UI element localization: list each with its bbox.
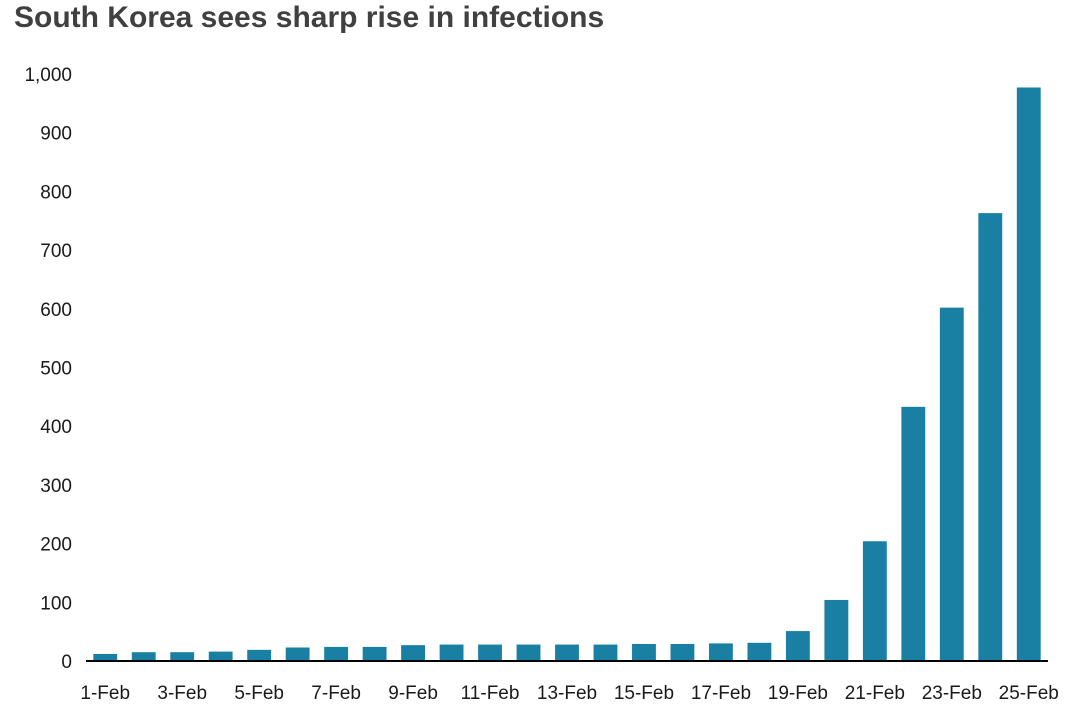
x-tick-label: 5-Feb — [234, 683, 284, 704]
y-tick-label: 800 — [40, 182, 72, 203]
x-tick-label: 17-Feb — [691, 683, 751, 704]
y-tick-label: 500 — [40, 359, 72, 380]
y-tick-label: 700 — [40, 241, 72, 262]
bar-11-feb — [478, 644, 502, 661]
bar-9-feb — [401, 645, 426, 661]
bar-12-feb — [516, 644, 541, 661]
bar-7-feb — [324, 646, 349, 661]
y-tick-label: 100 — [40, 593, 72, 614]
bar-5-feb — [247, 649, 272, 661]
x-tick-label: 1-Feb — [80, 683, 130, 704]
bar-15-feb — [632, 643, 656, 661]
bar-3-feb — [170, 652, 195, 661]
bar-6-feb — [285, 647, 310, 661]
bar-8-feb — [362, 646, 387, 661]
bar-16-feb — [670, 643, 695, 661]
bar-22-feb — [901, 406, 926, 661]
y-axis-tick-labels: 0 100 200 300 400 500 600 700 800 900 1,000 — [24, 65, 72, 673]
bar-19-feb — [785, 631, 810, 661]
x-tick-label: 9-Feb — [388, 683, 438, 704]
bar-24-feb — [978, 213, 1003, 661]
x-tick-label: 25-Feb — [999, 683, 1059, 704]
bars — [93, 87, 1041, 661]
bar-13-feb — [555, 644, 579, 661]
y-tick-label: 0 — [61, 652, 72, 673]
bar-2-feb — [131, 652, 156, 661]
x-axis-tick-labels: 1-Feb 3-Feb 5-Feb 7-Feb 9-Feb 11-Feb 13-Feb 15-… — [80, 683, 1058, 704]
y-tick-label: 300 — [40, 476, 72, 497]
bar-14-feb — [593, 644, 618, 661]
bar-10-feb — [439, 644, 464, 661]
bar-4-feb — [208, 651, 233, 661]
chart-title: South Korea sees sharp rise in infection… — [14, 1, 605, 34]
x-tick-label: 11-Feb — [461, 683, 520, 704]
bar-21-feb — [862, 541, 887, 661]
x-tick-label: 7-Feb — [311, 683, 361, 704]
x-tick-label: 23-Feb — [922, 683, 982, 704]
bar-23-feb — [939, 307, 964, 661]
bar-1-feb — [93, 653, 118, 661]
bar-18-feb — [747, 642, 772, 661]
x-tick-label: 15-Feb — [614, 683, 674, 704]
x-tick-label: 3-Feb — [157, 683, 207, 704]
y-tick-label: 600 — [40, 300, 72, 321]
x-tick-label: 21-Feb — [845, 683, 905, 704]
y-tick-label: 1,000 — [24, 65, 72, 86]
y-tick-label: 200 — [40, 535, 72, 556]
y-tick-label: 400 — [40, 417, 72, 438]
x-tick-label: 13-Feb — [537, 683, 597, 704]
bar-20-feb — [824, 599, 849, 661]
x-tick-label: 19-Feb — [768, 683, 828, 704]
bar-17-feb — [708, 643, 733, 661]
bar-25-feb — [1016, 87, 1041, 661]
y-tick-label: 900 — [40, 124, 72, 145]
